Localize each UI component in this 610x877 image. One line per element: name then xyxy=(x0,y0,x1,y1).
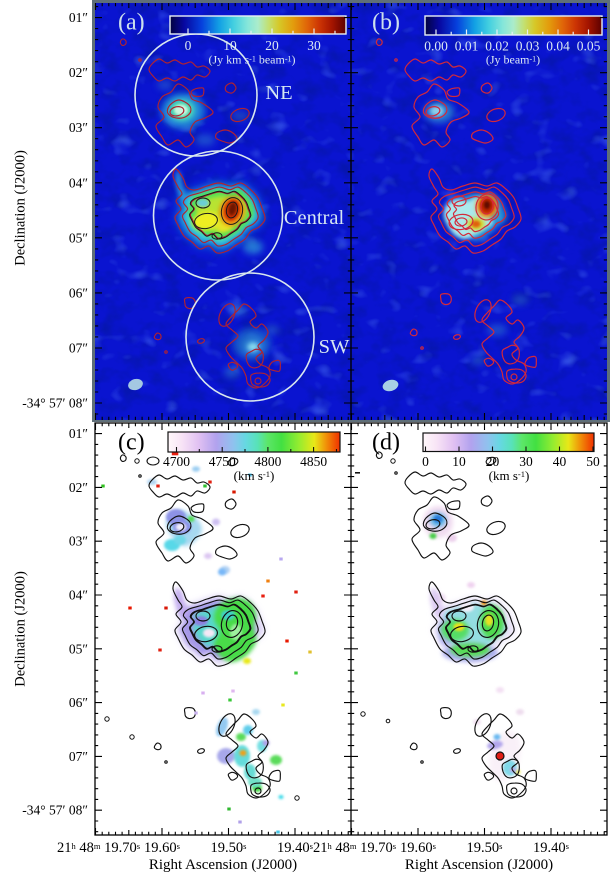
svg-text:Central: Central xyxy=(284,207,345,229)
svg-text:10: 10 xyxy=(223,38,237,53)
svg-text:19.60s: 19.60s xyxy=(144,840,180,856)
svg-text:0.01: 0.01 xyxy=(455,39,479,54)
svg-text:07″: 07″ xyxy=(69,341,88,356)
svg-text:03″: 03″ xyxy=(69,534,88,549)
svg-text:4800: 4800 xyxy=(254,454,281,469)
svg-text:0.04: 0.04 xyxy=(546,39,570,54)
svg-text:06″: 06″ xyxy=(69,695,88,710)
svg-text:01″: 01″ xyxy=(69,426,88,441)
svg-text:Declination (J2000): Declination (J2000) xyxy=(13,571,29,687)
svg-text:20: 20 xyxy=(486,454,500,469)
svg-text:0: 0 xyxy=(185,38,192,53)
svg-text:NE: NE xyxy=(265,82,292,104)
svg-text:20: 20 xyxy=(265,38,279,53)
svg-text:06″: 06″ xyxy=(69,285,88,300)
svg-text:30: 30 xyxy=(307,38,321,53)
svg-text:30: 30 xyxy=(519,454,533,469)
svg-text:0.03: 0.03 xyxy=(516,39,540,54)
svg-text:4750: 4750 xyxy=(209,454,236,469)
svg-text:01″: 01″ xyxy=(69,10,88,25)
svg-text:40: 40 xyxy=(553,454,567,469)
svg-text:(a): (a) xyxy=(118,10,145,36)
svg-text:19.40s: 19.40s xyxy=(277,840,313,856)
svg-text:(km s-1): (km s-1) xyxy=(234,468,275,483)
svg-text:10: 10 xyxy=(452,454,466,469)
svg-text:05″: 05″ xyxy=(69,641,88,656)
svg-text:(Jy km s-1 beam-1): (Jy km s-1 beam-1) xyxy=(208,53,295,67)
svg-text:Right Ascension (J2000): Right Ascension (J2000) xyxy=(149,857,297,873)
svg-text:04″: 04″ xyxy=(69,175,88,190)
svg-text:(b): (b) xyxy=(372,10,400,36)
svg-text:03″: 03″ xyxy=(69,120,88,135)
svg-text:(c): (c) xyxy=(118,430,145,456)
svg-text:(Jy beam-1): (Jy beam-1) xyxy=(486,53,540,67)
svg-text:4700: 4700 xyxy=(163,454,190,469)
svg-text:Declination (J2000): Declination (J2000) xyxy=(13,150,29,266)
svg-text:0.02: 0.02 xyxy=(485,39,509,54)
svg-text:SW: SW xyxy=(319,336,350,358)
svg-text:04″: 04″ xyxy=(69,588,88,603)
svg-text:21h 48m 19.70s: 21h 48m 19.70s xyxy=(57,840,140,856)
svg-text:19.60s: 19.60s xyxy=(400,840,436,856)
svg-text:0.05: 0.05 xyxy=(577,39,601,54)
svg-text:-34° 57′ 08″: -34° 57′ 08″ xyxy=(22,396,88,411)
svg-text:0.00: 0.00 xyxy=(424,39,448,54)
svg-text:02″: 02″ xyxy=(69,65,88,80)
svg-text:4850: 4850 xyxy=(300,454,327,469)
svg-text:19.50s: 19.50s xyxy=(211,840,247,856)
svg-text:05″: 05″ xyxy=(69,230,88,245)
svg-text:(km s-1): (km s-1) xyxy=(489,468,530,483)
svg-text:19.50s: 19.50s xyxy=(467,840,503,856)
svg-text:50: 50 xyxy=(586,454,600,469)
svg-text:07″: 07″ xyxy=(69,749,88,764)
svg-text:02″: 02″ xyxy=(69,480,88,495)
svg-text:21h 48m 19.70s: 21h 48m 19.70s xyxy=(313,840,396,856)
svg-text:(d): (d) xyxy=(372,430,400,456)
svg-text:0: 0 xyxy=(422,454,429,469)
svg-text:19.40s: 19.40s xyxy=(533,840,569,856)
svg-text:-34° 57′ 08″: -34° 57′ 08″ xyxy=(22,803,88,818)
svg-text:Right Ascension (J2000): Right Ascension (J2000) xyxy=(405,857,553,873)
